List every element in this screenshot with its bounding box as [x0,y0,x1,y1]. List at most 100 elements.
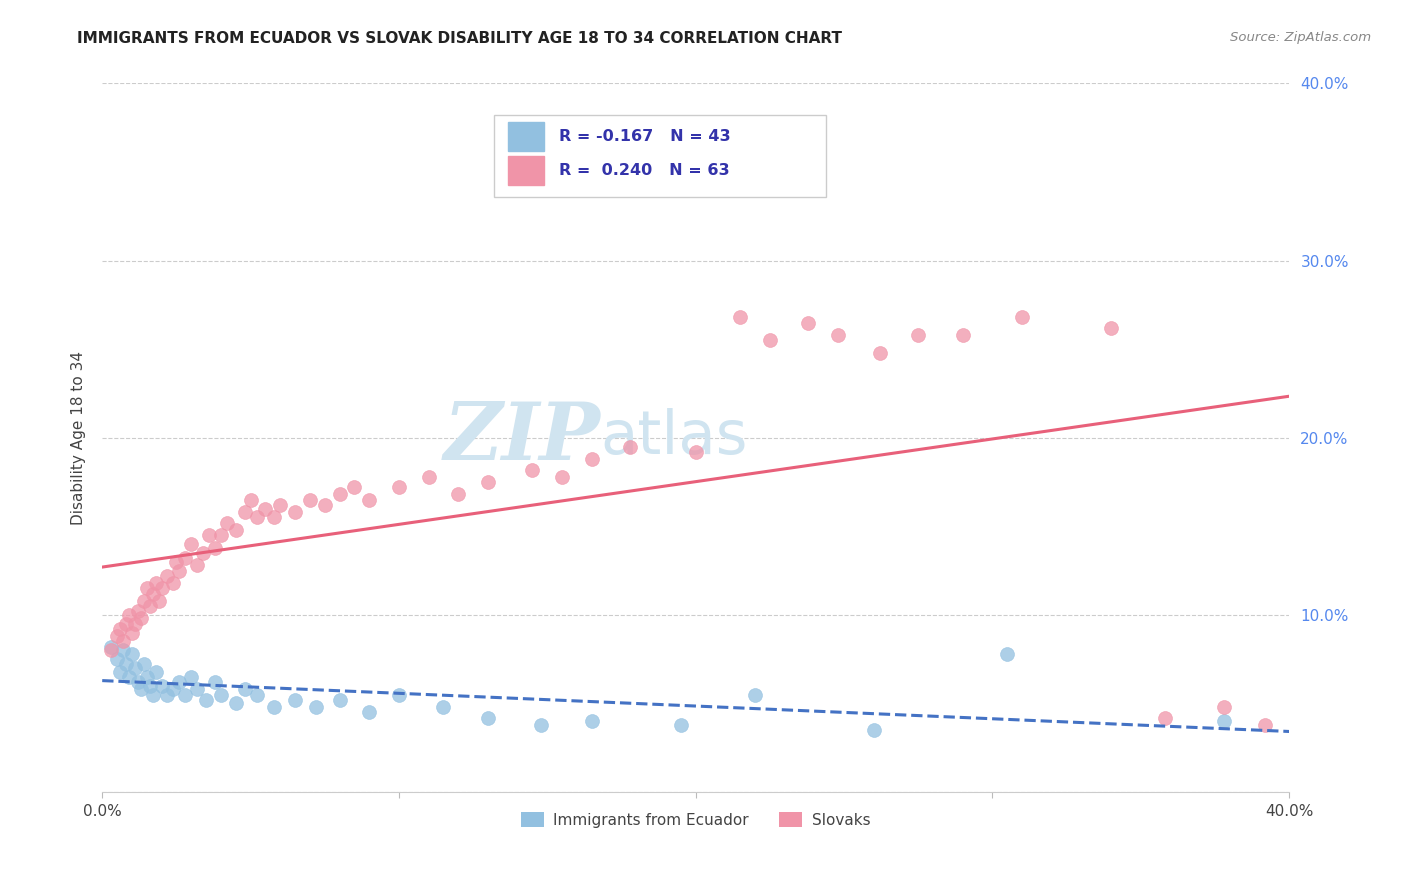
Point [111,634,134,648]
Point [1011,310,1033,325]
Text: R = -0.167   N = 43: R = -0.167 N = 43 [560,129,731,145]
Point [995,647,1018,661]
Point [254,501,277,516]
Point [329,487,352,501]
Point [530,717,553,731]
Point [198,528,221,542]
FancyBboxPatch shape [494,115,827,197]
Point [477,475,499,489]
Point [269,498,291,512]
Point [108,665,131,679]
Point [124,661,146,675]
Point [169,675,191,690]
Point [1099,321,1122,335]
Point [233,505,256,519]
Point [156,688,179,702]
Point [239,492,262,507]
Point [150,679,173,693]
Point [263,700,285,714]
Text: Source: ZipAtlas.com: Source: ZipAtlas.com [1230,31,1371,45]
Text: ZIP: ZIP [444,399,600,476]
Point [204,675,226,690]
Point [105,629,128,643]
Point [165,555,187,569]
Point [115,616,138,631]
Point [148,593,170,607]
Point [522,462,544,476]
Point [162,682,184,697]
Point [359,492,381,507]
Point [225,523,247,537]
Point [907,328,929,343]
Point [1153,710,1175,724]
Point [619,440,641,454]
Point [744,688,766,702]
Point [225,697,247,711]
Point [145,576,167,591]
Point [209,528,232,542]
Point [1254,717,1277,731]
Point [100,643,122,657]
Point [305,700,328,714]
Point [204,541,226,555]
Point [121,625,143,640]
Point [432,700,454,714]
Point [174,551,197,566]
Point [169,564,191,578]
Point [685,445,707,459]
Point [418,469,440,483]
Point [759,333,782,347]
Point [118,670,141,684]
Point [111,643,134,657]
Point [180,670,202,684]
Point [118,607,141,622]
Point [581,714,603,728]
Point [180,537,202,551]
Point [447,487,470,501]
Point [827,328,849,343]
Point [105,652,128,666]
Point [156,569,179,583]
Point [359,705,381,719]
Point [129,611,152,625]
Point [388,480,411,494]
Point [284,693,307,707]
Point [174,688,197,702]
Point [124,616,146,631]
Point [284,505,307,519]
Point [135,581,157,595]
Text: atlas: atlas [600,409,748,467]
Point [728,310,751,325]
Point [127,675,149,690]
Point [100,640,122,654]
Point [145,665,167,679]
Point [263,510,285,524]
Point [209,688,232,702]
Point [132,657,155,672]
Point [127,604,149,618]
Point [477,710,499,724]
Point [108,622,131,636]
Point [142,586,165,600]
Point [135,670,157,684]
Point [191,546,214,560]
Point [1213,714,1236,728]
Point [329,693,352,707]
Point [138,679,160,693]
Point [669,717,692,731]
Bar [508,156,544,186]
Point [132,593,155,607]
Point [195,693,218,707]
Point [215,516,238,530]
Y-axis label: Disability Age 18 to 34: Disability Age 18 to 34 [72,351,86,524]
Point [186,558,208,573]
Point [245,688,267,702]
Legend: Immigrants from Ecuador, Slovaks: Immigrants from Ecuador, Slovaks [515,805,876,834]
Point [121,647,143,661]
Point [581,452,603,467]
Point [233,682,256,697]
Point [343,480,366,494]
Point [186,682,208,697]
Point [1213,700,1236,714]
Point [138,599,160,613]
